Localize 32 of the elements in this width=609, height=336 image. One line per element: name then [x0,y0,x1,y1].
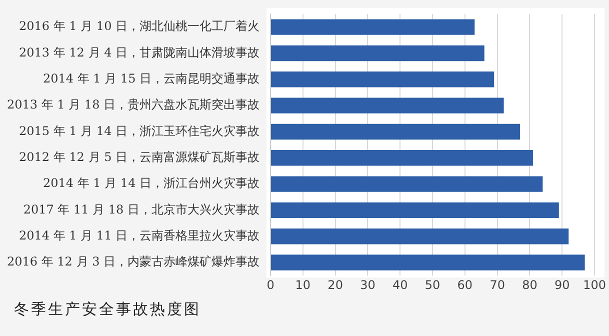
y-tick-label: 2014 年 1 月 15 日，云南昆明交通事故 [43,72,260,86]
bar [271,98,504,114]
y-tick-label: 2013 年 1 月 18 日，贵州六盘水瓦斯突出事故 [7,98,260,112]
y-tick-label: 2016 年 1 月 10 日，湖北仙桃一化工厂着火 [19,19,260,34]
bar [271,45,484,62]
bar [271,124,520,140]
bar [271,176,543,192]
bar [271,150,533,166]
bar [271,254,585,270]
y-tick-label: 2015 年 1 月 14 日，浙江玉环住宅火灾事故 [19,124,260,138]
y-tick-label: 2013 年 12 月 4 日，甘肃陇南山体滑坡事故 [19,45,260,60]
y-tick-label: 2016 年 12 月 3 日，内蒙古赤峰煤矿爆炸事故 [7,254,260,269]
x-tick-label: 20 [328,278,343,292]
x-tick-label: 100 [583,278,606,292]
x-tick-label: 0 [266,278,274,292]
x-tick-label: 10 [295,278,311,292]
bar [271,19,475,35]
y-tick-label: 2014 年 1 月 14 日，浙江台州火灾事故 [43,176,260,190]
y-tick-label: 2012 年 12 月 5 日，云南富源煤矿瓦斯事故 [19,150,260,164]
x-tick-label: 90 [554,278,570,292]
bar [271,72,494,88]
bar [271,228,569,244]
x-tick-label: 40 [392,278,408,292]
x-tick-label: 30 [360,278,376,292]
y-tick-label: 2017 年 11 月 18 日，北京市大兴火灾事故 [23,202,260,216]
y-tick-label: 2014 年 1 月 11 日，云南香格里拉火灾事故 [19,228,260,242]
x-tick-label: 60 [457,278,473,292]
x-tick-label: 80 [522,278,538,292]
x-tick-label: 50 [424,278,440,292]
x-tick-label: 70 [490,278,505,292]
bar [271,202,559,218]
text: 冬季生产安全事故热度图 [14,300,201,319]
